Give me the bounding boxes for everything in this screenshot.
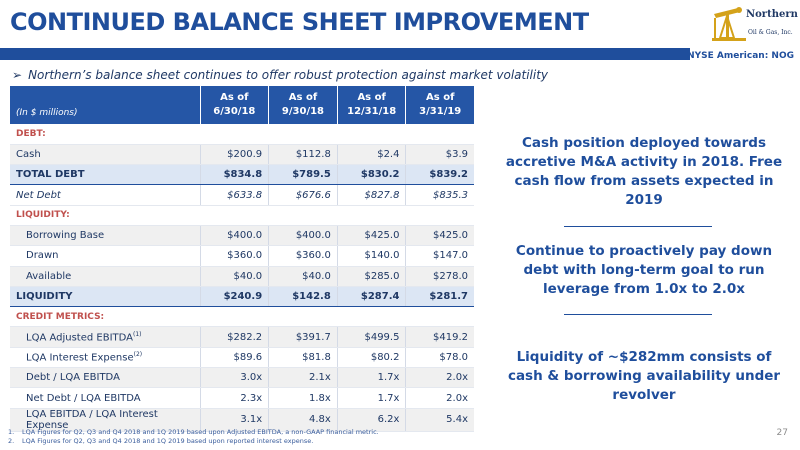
divider: [564, 226, 712, 227]
title-bar: [0, 48, 690, 60]
highlight-liquidity: Liquidity of ~$282mm consists of cash & …: [507, 349, 781, 403]
column-header: As of 6/30/18: [199, 86, 269, 124]
table-row: Drawn $360.0 $360.0 $140.0 $147.0: [10, 245, 474, 267]
units-label: (In $ millions): [10, 86, 200, 124]
table-row: LQA Adjusted EBITDA(1) $282.2 $391.7 $49…: [10, 326, 474, 348]
footnote: 2. LQA Figures for Q2, Q3 and Q4 2018 and…: [8, 437, 314, 445]
pumpjack-icon: [712, 7, 746, 41]
exchange-ticker: NYSE American: NOG: [687, 51, 794, 61]
table-row: Available $40.0 $40.0 $285.0 $278.0: [10, 266, 474, 287]
section-header-credit-metrics: CREDIT METRICS:: [10, 306, 474, 328]
table-row: Borrowing Base $400.0 $400.0 $425.0 $425…: [10, 225, 474, 247]
page-number: 27: [776, 428, 788, 438]
highlight-debt: Continue to proactively pay down debt wi…: [515, 243, 773, 297]
table-row: Net Debt / LQA EBITDA 2.3x 1.8x 1.7x 2.0…: [10, 387, 474, 409]
total-row: TOTAL DEBT $834.8 $789.5 $830.2 $839.2: [10, 164, 474, 186]
divider: [564, 314, 712, 315]
logo-subtitle: Oil & Gas, Inc.: [748, 29, 793, 36]
page-title: CONTINUED BALANCE SHEET IMPROVEMENT: [10, 8, 589, 36]
section-header-liquidity: LIQUIDITY:: [10, 205, 474, 226]
column-header: As of 12/31/18: [336, 86, 406, 124]
section-header-debt: DEBT:: [10, 124, 474, 145]
footnotes: 1. LQA Figures for Q2, Q3 and Q4 2018 and…: [8, 428, 379, 446]
total-row: LIQUIDITY $240.9 $142.8 $287.4 $281.7: [10, 285, 474, 308]
logo-name: Northern: [746, 9, 798, 20]
highlight-cash: Cash position deployed towards accretive…: [505, 135, 783, 208]
table-row: Cash $200.9 $112.8 $2.4 $3.9: [10, 144, 474, 166]
table-header-row: (In $ millions) As of 6/30/18 As of 9/30/1…: [10, 86, 474, 124]
balance-sheet-table: (In $ millions) As of 6/30/18 As of 9/30/1…: [10, 86, 474, 432]
table-row: Net Debt $633.8 $676.6 $827.8 $835.3: [10, 184, 474, 206]
footnote: 1. LQA Figures for Q2, Q3 and Q4 2018 and…: [8, 428, 379, 436]
table-row: Debt / LQA EBITDA 3.0x 2.1x 1.7x 2.0x: [10, 367, 474, 389]
company-logo: Northern Oil & Gas, Inc.: [712, 2, 798, 48]
column-header: As of 9/30/18: [268, 86, 338, 124]
column-header: As of 3/31/19: [405, 86, 474, 124]
arrow-bullet-icon: ➢: [12, 68, 23, 82]
table-row: LQA EBITDA / LQA Interest Expense 3.1x 4…: [10, 408, 474, 432]
bullet-point: ➢ Northern’s balance sheet continues to o…: [12, 68, 548, 82]
bullet-text: Northern’s balance sheet continues to of…: [28, 68, 549, 82]
table-row: LQA Interest Expense(2) $89.6 $81.8 $80.…: [10, 347, 474, 369]
